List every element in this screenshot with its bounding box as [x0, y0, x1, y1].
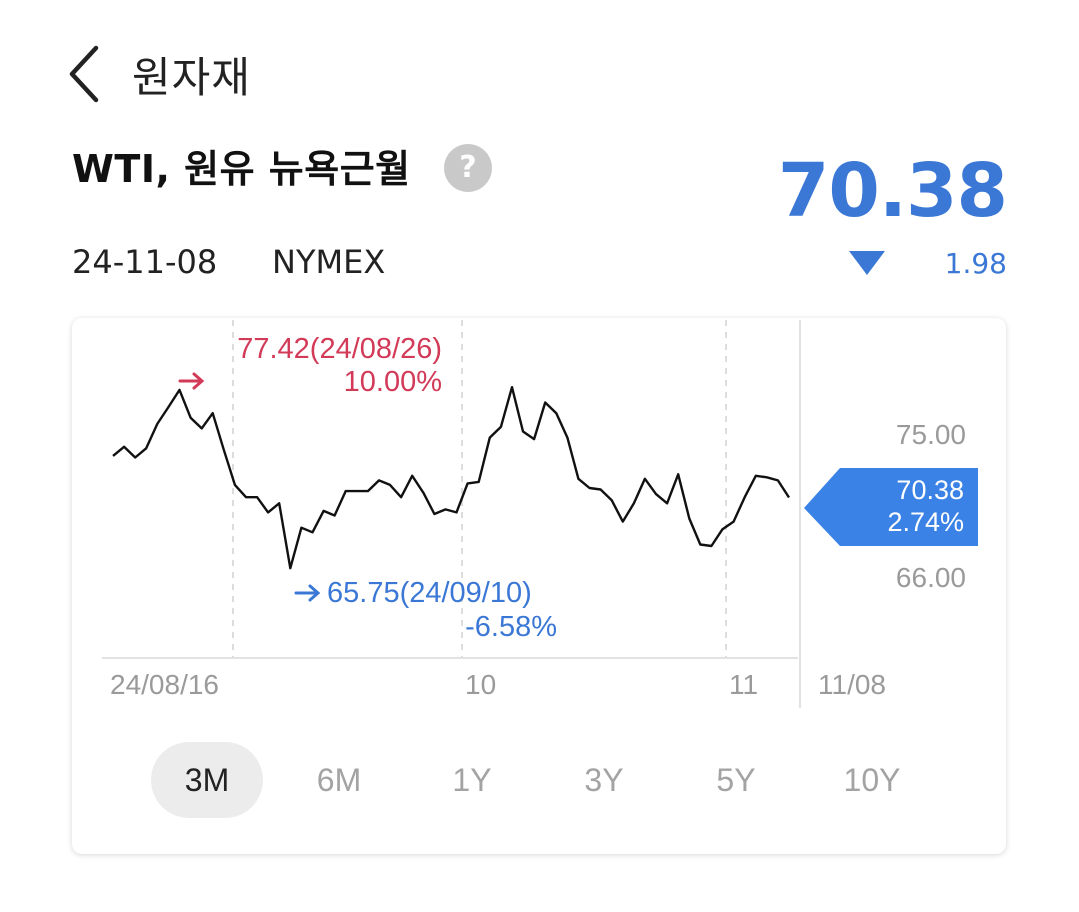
current-price-tag-value: 70.38 [896, 475, 964, 505]
page-title: 원자재 [132, 53, 251, 102]
price-change: 1.98 [944, 247, 1007, 280]
high-label: 77.42(24/08/26) [237, 333, 442, 365]
high-pct: 10.00% [344, 366, 442, 398]
x-tick-label: 11 [729, 669, 758, 700]
price-chart[interactable]: 24/08/16 10 11 11/08 75.00 66.00 77.42(2… [72, 318, 1006, 738]
arrow-right-icon [178, 372, 205, 390]
period-6m-button[interactable]: 6M [316, 762, 362, 798]
triangle-down-icon [849, 251, 885, 275]
x-tick-label: 10 [465, 669, 496, 700]
period-3y-button[interactable]: 3Y [584, 762, 624, 798]
period-3m-button[interactable]: 3M [151, 742, 263, 818]
period-10y-button[interactable]: 10Y [843, 762, 901, 798]
current-price-tag [804, 468, 978, 546]
trade-date: 24-11-08 [72, 243, 218, 281]
arrow-right-icon [294, 584, 321, 602]
y-tick-label: 75.00 [896, 419, 966, 450]
exchange-name: NYMEX [272, 243, 386, 281]
x-tick-label: 24/08/16 [110, 669, 219, 700]
instrument-name: WTI, 원유 뉴욕근월 [72, 147, 411, 191]
current-price-tag-pct: 2.74% [887, 507, 964, 537]
current-price: 70.38 [777, 148, 1008, 234]
low-pct: -6.58% [465, 611, 557, 643]
help-icon[interactable]: ? [444, 144, 492, 192]
x-tick-label: 11/08 [818, 669, 886, 700]
low-label: 65.75(24/09/10) [327, 577, 532, 609]
price-series-line [112, 385, 791, 570]
period-5y-button[interactable]: 5Y [716, 762, 756, 798]
y-tick-label: 66.00 [896, 562, 966, 593]
back-button[interactable] [60, 40, 112, 108]
chevron-left-icon [69, 45, 99, 103]
period-1y-button[interactable]: 1Y [452, 762, 492, 798]
